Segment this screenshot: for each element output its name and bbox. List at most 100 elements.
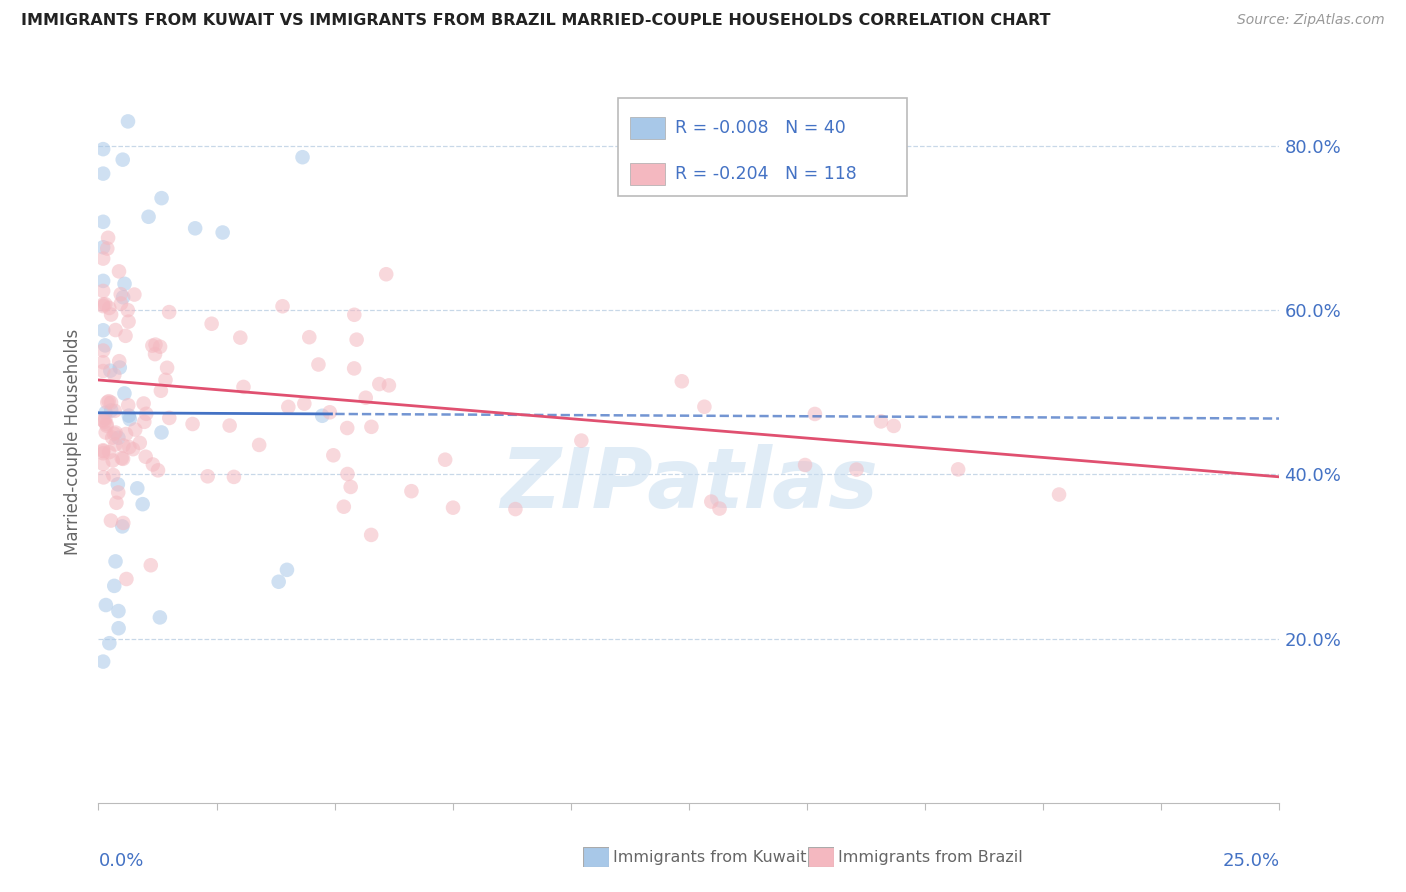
Point	[91, 355, 114, 369]
Point	[298, 330, 321, 344]
Point	[343, 361, 366, 376]
Text: 0.0%: 0.0%	[98, 852, 143, 870]
Point	[131, 497, 153, 511]
Point	[98, 636, 121, 650]
FancyBboxPatch shape	[630, 163, 665, 185]
Point	[111, 519, 134, 533]
Point	[1047, 487, 1070, 501]
Point	[276, 563, 298, 577]
Point	[94, 406, 117, 420]
Point	[91, 343, 114, 358]
Point	[111, 153, 134, 167]
Point	[100, 308, 122, 322]
Point	[108, 360, 131, 375]
Point	[184, 221, 207, 235]
Point	[218, 418, 240, 433]
Point	[700, 494, 723, 508]
Point	[883, 418, 905, 433]
Point	[267, 574, 290, 589]
Point	[292, 397, 315, 411]
Point	[101, 453, 124, 467]
Point	[91, 457, 114, 471]
Point	[118, 409, 141, 423]
Point	[94, 297, 117, 311]
Point	[96, 418, 118, 433]
Point	[333, 500, 356, 514]
Point	[103, 579, 125, 593]
Point	[307, 358, 329, 372]
Point	[108, 264, 131, 278]
Point	[91, 413, 114, 427]
Point	[354, 391, 377, 405]
Point	[112, 438, 135, 452]
Point	[101, 467, 124, 482]
Point	[569, 434, 592, 448]
Text: R = -0.008   N = 40: R = -0.008 N = 40	[675, 119, 845, 136]
Point	[150, 425, 173, 440]
Point	[100, 395, 122, 409]
Point	[368, 377, 391, 392]
Point	[322, 448, 344, 462]
Point	[93, 470, 115, 484]
Point	[97, 231, 120, 245]
Point	[110, 296, 132, 310]
Point	[271, 299, 294, 313]
Point	[91, 142, 114, 156]
Point	[339, 480, 361, 494]
Point	[104, 425, 127, 440]
Point	[145, 337, 167, 351]
Point	[96, 242, 118, 256]
Point	[96, 417, 118, 431]
Point	[91, 323, 114, 337]
Point	[671, 374, 693, 388]
Point	[94, 411, 117, 425]
Point	[124, 287, 146, 301]
Point	[112, 290, 135, 304]
Point	[98, 445, 121, 459]
Point	[845, 462, 868, 476]
FancyBboxPatch shape	[630, 117, 665, 138]
Point	[709, 501, 731, 516]
Point	[336, 421, 359, 435]
Point	[91, 252, 114, 266]
Point	[434, 452, 457, 467]
Point	[132, 396, 155, 410]
Point	[149, 384, 172, 398]
Point	[97, 394, 120, 409]
Point	[157, 305, 180, 319]
Point	[149, 340, 172, 354]
Point	[104, 554, 127, 568]
Point	[229, 330, 252, 344]
Point	[946, 462, 969, 476]
Point	[401, 484, 423, 499]
Point	[319, 405, 342, 419]
Point	[108, 354, 131, 368]
Point	[91, 446, 114, 460]
Point	[103, 368, 125, 382]
Point	[91, 444, 114, 458]
Point	[91, 364, 114, 378]
Point	[150, 191, 173, 205]
Point	[804, 407, 827, 421]
Point	[104, 404, 127, 418]
Point	[127, 481, 149, 495]
Point	[91, 655, 114, 669]
Point	[157, 411, 180, 425]
Point	[277, 400, 299, 414]
Point	[91, 240, 114, 254]
Point	[141, 339, 163, 353]
Point	[112, 516, 135, 530]
Point	[107, 485, 129, 500]
Point	[201, 317, 224, 331]
Point	[142, 458, 165, 472]
FancyBboxPatch shape	[619, 98, 907, 196]
Point	[156, 360, 179, 375]
Point	[346, 333, 368, 347]
Point	[91, 284, 114, 298]
Point	[794, 458, 817, 472]
Point	[505, 502, 527, 516]
Point	[100, 514, 122, 528]
Point	[311, 409, 333, 423]
Y-axis label: Married-couple Households: Married-couple Households	[65, 328, 83, 555]
Point	[91, 167, 114, 181]
